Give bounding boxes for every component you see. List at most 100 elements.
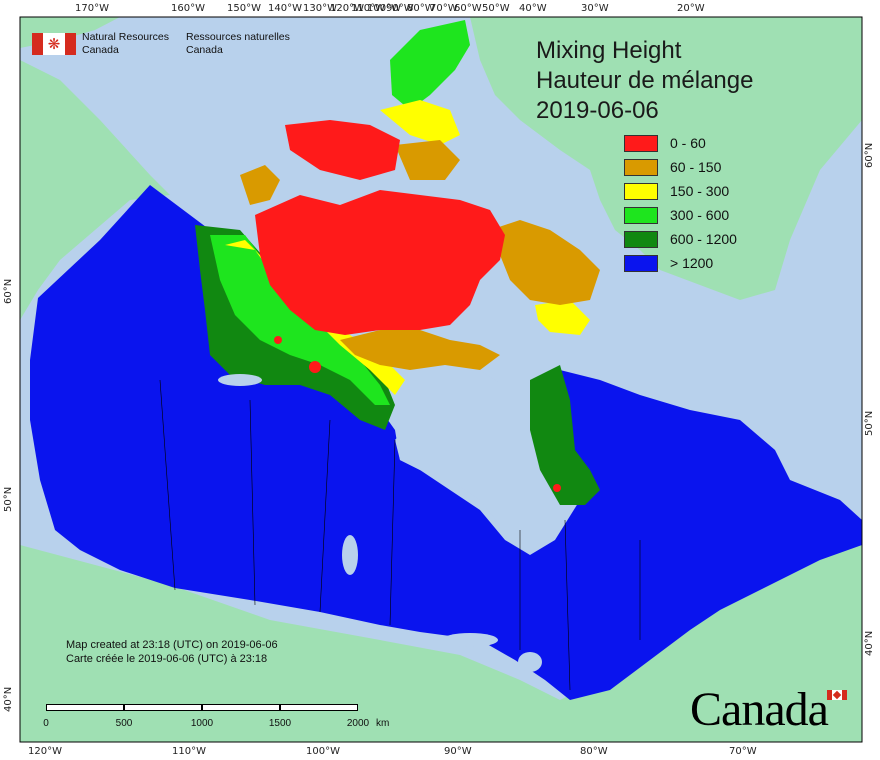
top-tick-90w: 90°W <box>386 3 414 14</box>
zone-300-600-north <box>390 20 470 110</box>
lake-superior <box>442 633 498 647</box>
legend-item: 300 - 600 <box>624 206 764 230</box>
canada-flag-icon: ❋ <box>32 33 76 55</box>
title-en: Mixing Height <box>536 37 682 64</box>
left-tick-60n: 60°N <box>3 278 14 304</box>
scale-label-0: 0 <box>43 718 49 729</box>
zone-60-150 <box>340 330 500 370</box>
top-tick-150w: 150°W <box>227 3 261 14</box>
greenland-landmass <box>470 17 862 300</box>
org-name-fr-line2: Canada <box>186 44 223 56</box>
top-tick-120w: 120°W <box>330 3 364 14</box>
zone-600-1200-east <box>530 365 600 505</box>
title-fr: Hauteur de mélange <box>536 67 754 94</box>
legend-swatch <box>624 183 658 200</box>
usa-landmass <box>20 540 862 742</box>
legend-item: > 1200 <box>624 254 764 278</box>
legend-label: 0 - 60 <box>670 135 706 151</box>
top-tick-80w: 80°W <box>407 3 435 14</box>
legend-item: 600 - 1200 <box>624 230 764 254</box>
zone-60-150-ellesmere <box>395 140 460 180</box>
scale-label-1000: 1000 <box>190 718 214 729</box>
top-tick-110w: 110°W <box>351 3 385 14</box>
legend-item: 0 - 60 <box>624 134 764 158</box>
right-tick-60n: 60°N <box>864 142 875 168</box>
top-tick-160w: 160°W <box>171 3 205 14</box>
map-credit: Map created at 23:18 (UTC) on 2019-06-06… <box>66 638 278 666</box>
legend: 0 - 60 60 - 150 150 - 300 300 - 600 600 - 12… <box>624 134 764 278</box>
top-tick-140w: 140°W <box>268 3 302 14</box>
scale-label-500: 500 <box>115 718 133 729</box>
top-tick-70w: 70°W <box>430 3 458 14</box>
zone-0-60-north <box>285 120 400 180</box>
zone-60-150-north <box>240 165 280 205</box>
canada-wordmark: Canada <box>690 684 860 736</box>
map-border <box>19 16 863 743</box>
map-title: Mixing Height Hauteur de mélange 2019-06… <box>536 36 753 126</box>
top-tick-40w: 40°W <box>519 3 547 14</box>
zone-150-300-baffin <box>535 300 590 335</box>
scale-label-1500: 1500 <box>268 718 292 729</box>
right-tick-40n: 40°N <box>864 630 875 656</box>
lake-huron <box>518 652 542 672</box>
legend-swatch <box>624 255 658 272</box>
bottom-tick-100w: 100°W <box>306 746 340 757</box>
left-tick-50n: 50°N <box>3 486 14 512</box>
bottom-tick-70w: 70°W <box>729 746 757 757</box>
alaska-landmass <box>20 60 170 320</box>
top-tick-30w: 30°W <box>581 3 609 14</box>
legend-label: 150 - 300 <box>670 183 730 199</box>
zone-0-60-spot-east <box>553 484 561 492</box>
scale-segment-4 <box>280 704 358 711</box>
legend-label: > 1200 <box>670 255 714 271</box>
ungava-bay <box>560 340 740 400</box>
hudson-bay <box>395 370 535 530</box>
bottom-tick-80w: 80°W <box>580 746 608 757</box>
top-tick-130w: 130°W <box>303 3 337 14</box>
scale-bar: 0 500 1000 1500 2000 km <box>43 704 389 734</box>
legend-swatch <box>624 135 658 152</box>
right-tick-50n: 50°N <box>864 410 875 436</box>
top-tick-170w: 170°W <box>75 3 109 14</box>
province-borders <box>159 379 641 691</box>
legend-label: 300 - 600 <box>670 207 730 223</box>
top-tick-20w: 20°W <box>677 3 705 14</box>
scale-segment-1 <box>46 704 124 711</box>
org-name-en-line1: Natural Resources <box>82 31 169 43</box>
left-tick-40n: 40°N <box>3 686 14 712</box>
zone-300-600 <box>210 235 390 405</box>
legend-label: 600 - 1200 <box>670 231 737 247</box>
scale-label-2000: 2000 <box>346 718 370 729</box>
top-tick-60w: 60°W <box>454 3 482 14</box>
org-name-fr-line1: Ressources naturelles <box>186 31 290 43</box>
zone-0-60-spot-west <box>274 336 282 344</box>
wordmark-text: Canada <box>690 683 829 736</box>
legend-swatch <box>624 207 658 224</box>
wordmark-flag-icon <box>827 690 847 700</box>
org-name-en-line2: Canada <box>82 44 119 56</box>
legend-swatch <box>624 159 658 176</box>
legend-label: 60 - 150 <box>670 159 722 175</box>
lake-winnipeg <box>342 535 358 575</box>
scale-segment-3 <box>202 704 280 711</box>
credit-fr: Carte créée le 2019-06-06 (UTC) à 23:18 <box>66 653 268 665</box>
zone-0-60 <box>255 190 505 335</box>
bottom-tick-90w: 90°W <box>444 746 472 757</box>
zone-150-300-north <box>380 100 460 145</box>
top-tick-100w: 100°W <box>367 3 401 14</box>
nrcan-logo: ❋ Natural Resources Canada Ressources na… <box>32 31 290 61</box>
zone-0-60-spot <box>309 361 321 373</box>
legend-item: 150 - 300 <box>624 182 764 206</box>
bottom-tick-120w: 120°W <box>28 746 62 757</box>
legend-item: 60 - 150 <box>624 158 764 182</box>
top-tick-50w: 50°W <box>482 3 510 14</box>
credit-en: Map created at 23:18 (UTC) on 2019-06-06 <box>66 639 278 651</box>
bottom-tick-110w: 110°W <box>172 746 206 757</box>
title-date: 2019-06-06 <box>536 97 659 124</box>
scale-segment-2 <box>124 704 202 711</box>
zone-60-150-baffin <box>490 220 600 305</box>
legend-swatch <box>624 231 658 248</box>
great-slave-lake <box>218 374 262 386</box>
